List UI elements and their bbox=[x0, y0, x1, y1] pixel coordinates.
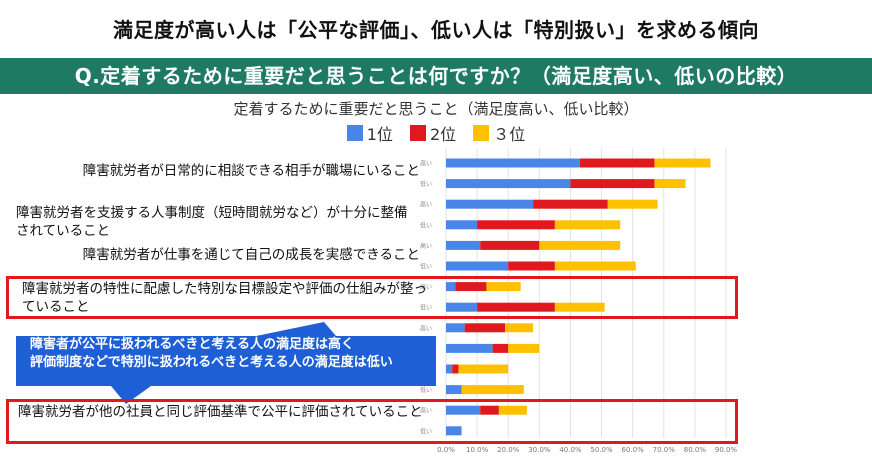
legend-label-rank3: ３位 bbox=[493, 125, 526, 144]
bar-segment-rank1 bbox=[446, 199, 534, 209]
category-label-1: 障害就労者が日常的に相談できる相手が職場にいること bbox=[82, 163, 420, 179]
x-tick-label: 30.0% bbox=[528, 446, 551, 454]
group-label: 低い bbox=[420, 221, 432, 229]
legend-item-rank3: ３位 bbox=[473, 121, 525, 145]
callout-text: 障害者が公平に扱われるべきと考える人の満足度は高く 評価制度などで特別に扱われる… bbox=[30, 336, 430, 372]
group-label: 低い bbox=[420, 180, 432, 188]
bar-segment-rank3 bbox=[505, 323, 534, 333]
bar-segment-rank3 bbox=[654, 158, 711, 168]
legend-item-rank1: 1位 bbox=[346, 121, 393, 145]
x-tick-label: 80.0% bbox=[684, 446, 707, 454]
bar-segment-rank3 bbox=[554, 261, 636, 271]
bar-segment-rank1 bbox=[446, 220, 478, 230]
bar-segment-rank1 bbox=[446, 385, 462, 395]
callout-line-2: 評価制度などで特別に扱われるべきと考える人の満足度は低い bbox=[30, 355, 393, 370]
bar-segment-rank3 bbox=[607, 199, 658, 209]
tick-layer: 0.0% 10.0% 20.0% 30.0% 40.0% 50.0% 60.0% 70.0% 8… bbox=[437, 446, 737, 454]
bar-segment-rank3 bbox=[461, 385, 524, 395]
bar-segment-rank1 bbox=[446, 364, 453, 374]
callout-box: 障害者が公平に扱われるべきと考える人の満足度は高く 評価制度などで特別に扱われる… bbox=[16, 322, 436, 407]
bar-segment-rank1 bbox=[446, 240, 481, 250]
legend-swatch-rank1 bbox=[346, 125, 363, 141]
bar-segment-rank1 bbox=[446, 261, 509, 271]
chart-legend: 1位 2位 ３位 bbox=[0, 121, 872, 145]
x-tick-label: 40.0% bbox=[559, 446, 582, 454]
x-tick-label: 0.0% bbox=[437, 446, 455, 454]
highlight-box-fair-evaluation bbox=[6, 399, 738, 444]
highlight-box-special-evaluation bbox=[6, 276, 738, 319]
bar-segment-rank1 bbox=[446, 323, 465, 333]
bar-segment-rank3 bbox=[508, 343, 540, 353]
x-tick-label: 10.0% bbox=[466, 446, 489, 454]
category-label-2: 障害就労者を支援する人事制度（短時間就労など）が十分に整備されていること bbox=[16, 205, 408, 239]
bar-segment-rank2 bbox=[477, 220, 555, 230]
x-tick-label: 90.0% bbox=[715, 446, 738, 454]
bar-segment-rank2 bbox=[508, 261, 555, 271]
question-banner: Q.定着するために重要だと思うことは何ですか？（満足度高い、低いの比較） bbox=[0, 58, 872, 94]
legend-item-rank2: 2位 bbox=[409, 121, 457, 145]
legend-label-rank1: 1位 bbox=[366, 125, 393, 144]
legend-swatch-rank3 bbox=[473, 125, 490, 141]
x-tick-label: 20.0% bbox=[497, 446, 520, 454]
category-label-4: 障害就労者の特性に配慮した特別な目標設定や評価の仕組みが整っていること bbox=[22, 281, 427, 315]
bar-segment-rank2 bbox=[464, 323, 506, 333]
category-label-7: 障害就労者が他の社員と同じ評価基準で公平に評価されていること bbox=[18, 404, 423, 420]
bar-segment-rank2 bbox=[579, 158, 655, 168]
group-label: 高い bbox=[420, 201, 432, 209]
headline: 満足度が高い人は「公平な評価」、低い人は「特別扱い」を求める傾向 bbox=[113, 18, 759, 42]
group-label: 高い bbox=[420, 242, 432, 250]
category-label-3: 障害就労者が仕事を通じて自己の成長を実感できること bbox=[82, 247, 420, 263]
callout-line-1: 障害者が公平に扱われるべきと考える人の満足度は高く bbox=[30, 337, 354, 352]
legend-label-rank2: 2位 bbox=[429, 125, 457, 144]
bar-segment-rank3 bbox=[458, 364, 509, 374]
bar-segment-rank1 bbox=[446, 179, 571, 189]
legend-swatch-rank2 bbox=[409, 125, 426, 141]
bar-segment-rank2 bbox=[452, 364, 459, 374]
chart-title: 定着するために重要だと思うこと（満足度高い、低い比較） bbox=[233, 100, 639, 118]
x-tick-label: 60.0% bbox=[622, 446, 645, 454]
x-tick-label: 50.0% bbox=[590, 446, 613, 454]
bar-segment-rank3 bbox=[539, 240, 621, 250]
bar-segment-rank2 bbox=[492, 343, 509, 353]
bar-segment-rank2 bbox=[533, 199, 608, 209]
group-label: 低い bbox=[420, 263, 432, 271]
bar-segment-rank2 bbox=[570, 179, 655, 189]
callout-shape bbox=[16, 322, 436, 404]
group-label: 高い bbox=[420, 160, 432, 168]
bar-segment-rank1 bbox=[446, 343, 493, 353]
x-tick-label: 70.0% bbox=[653, 446, 676, 454]
bar-segment-rank1 bbox=[446, 158, 580, 168]
bar-segment-rank3 bbox=[654, 179, 686, 189]
bar-segment-rank3 bbox=[554, 220, 621, 230]
bar-segment-rank2 bbox=[480, 240, 540, 250]
